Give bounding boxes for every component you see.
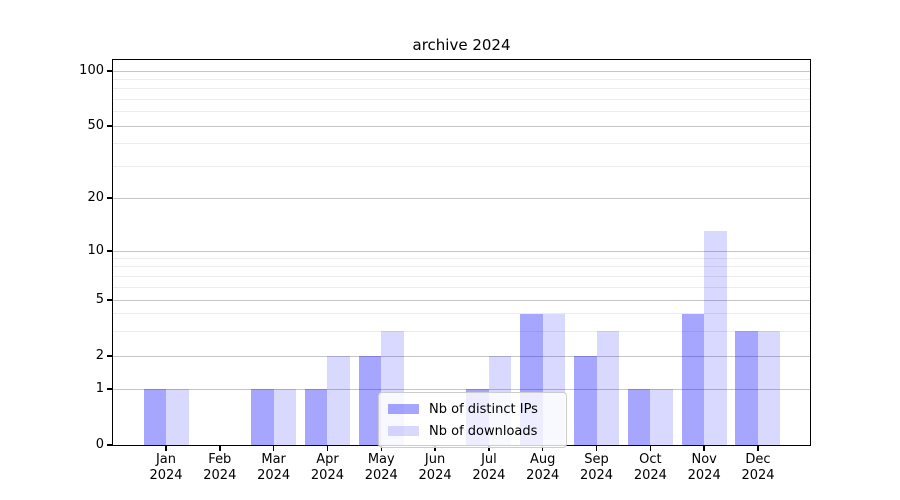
x-tick-mark-sep — [595, 446, 598, 451]
y-tick-label-2: 2 — [95, 348, 104, 363]
bar-nb-of-distinct-ips-nov — [681, 313, 705, 445]
x-tick-mark-apr — [326, 446, 329, 451]
gridline-major-1 — [113, 388, 810, 390]
y-tick-label-1: 1 — [95, 381, 104, 396]
y-tick-label-5: 5 — [95, 292, 104, 307]
gridline-minor-30 — [113, 165, 810, 167]
x-tick-label-jun: Jun 2024 — [418, 452, 452, 483]
y-tick-mark-50 — [107, 125, 112, 127]
gridline-minor-6 — [113, 286, 810, 288]
y-tick-mark-5 — [107, 299, 112, 301]
bar-nb-of-downloads-nov — [704, 230, 727, 445]
x-tick-mark-feb — [219, 446, 221, 451]
gridline-major-100 — [113, 70, 810, 72]
legend-item-distinct-ips: Nb of distinct IPs — [388, 398, 557, 420]
x-tick-label-jul: Jul 2024 — [472, 452, 506, 483]
x-tick-mark-mar — [272, 446, 275, 451]
legend-label-downloads: Nb of downloads — [429, 423, 538, 439]
bar-nb-of-downloads-oct — [650, 389, 673, 445]
y-tick-label-20: 20 — [87, 190, 104, 205]
gridline-minor-40 — [113, 143, 810, 145]
legend-swatch-downloads — [388, 426, 419, 436]
gridline-minor-70 — [113, 98, 810, 100]
gridline-minor-60 — [113, 111, 810, 113]
x-tick-label-mar: Mar 2024 — [257, 452, 291, 483]
y-tick-mark-2 — [107, 355, 112, 357]
y-tick-label-0: 0 — [95, 437, 104, 452]
x-tick-mark-may — [380, 446, 382, 451]
x-tick-mark-jan — [165, 446, 167, 451]
legend-label-distinct-ips: Nb of distinct IPs — [429, 401, 538, 417]
x-tick-label-feb: Feb 2024 — [203, 452, 237, 483]
gridline-minor-7 — [113, 275, 810, 277]
legend: Nb of distinct IPs Nb of downloads — [378, 392, 567, 448]
gridline-major-5 — [113, 299, 810, 301]
x-tick-label-aug: Aug 2024 — [526, 452, 560, 483]
bar-nb-of-downloads-jan — [166, 389, 189, 445]
bar-nb-of-distinct-ips-oct — [627, 389, 651, 445]
bar-nb-of-distinct-ips-may — [358, 356, 382, 445]
x-tick-mark-jun — [434, 446, 436, 451]
bar-nb-of-distinct-ips-dec — [735, 331, 758, 445]
bar-nb-of-downloads-sep — [596, 331, 620, 445]
bar-nb-of-distinct-ips-jan — [143, 389, 166, 445]
bar-nb-of-distinct-ips-sep — [574, 356, 597, 445]
y-tick-mark-20 — [107, 197, 112, 199]
x-tick-label-may: May 2024 — [364, 452, 398, 483]
x-tick-mark-nov — [703, 446, 705, 451]
x-tick-label-nov: Nov 2024 — [687, 452, 721, 483]
y-tick-mark-0 — [107, 444, 112, 446]
gridline-minor-4 — [113, 313, 810, 315]
y-tick-label-50: 50 — [87, 118, 104, 133]
x-tick-mark-dec — [757, 446, 759, 451]
x-tick-mark-aug — [542, 446, 544, 451]
legend-swatch-distinct-ips — [388, 404, 419, 414]
y-tick-label-100: 100 — [79, 63, 104, 78]
gridline-minor-80 — [113, 88, 810, 90]
x-tick-mark-jul — [488, 446, 490, 451]
gridline-major-2 — [113, 355, 810, 357]
plot-area — [112, 59, 811, 446]
chart-title: archive 2024 — [412, 36, 511, 54]
x-tick-label-sep: Sep 2024 — [579, 452, 614, 483]
x-tick-label-apr: Apr 2024 — [310, 452, 344, 483]
bar-nb-of-downloads-dec — [757, 331, 781, 445]
gridline-minor-90 — [113, 78, 810, 80]
bar-nb-of-downloads-apr — [327, 356, 350, 445]
x-tick-label-oct: Oct 2024 — [633, 452, 667, 483]
y-tick-mark-100 — [107, 70, 112, 72]
y-tick-label-10: 10 — [87, 243, 104, 258]
y-tick-mark-10 — [107, 250, 112, 252]
gridline-minor-9 — [113, 257, 810, 259]
gridline-major-50 — [113, 125, 810, 127]
x-tick-label-dec: Dec 2024 — [741, 452, 775, 483]
x-tick-mark-oct — [649, 446, 652, 451]
legend-item-downloads: Nb of downloads — [388, 420, 557, 442]
gridline-minor-8 — [113, 266, 810, 268]
y-tick-mark-1 — [107, 388, 112, 390]
bar-nb-of-distinct-ips-apr — [304, 389, 328, 445]
x-tick-label-jan: Jan 2024 — [149, 452, 183, 483]
bar-nb-of-distinct-ips-mar — [251, 389, 274, 445]
gridline-major-20 — [113, 197, 810, 199]
bar-nb-of-downloads-mar — [273, 389, 297, 445]
gridline-minor-3 — [113, 330, 810, 332]
gridline-major-10 — [113, 250, 810, 252]
